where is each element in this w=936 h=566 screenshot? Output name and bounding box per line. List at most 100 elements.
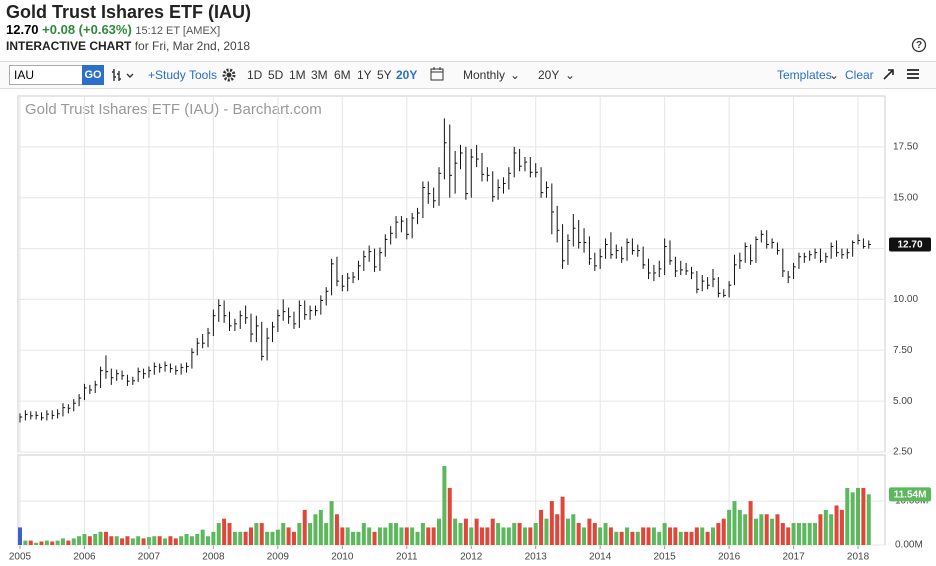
volume-bar (775, 514, 780, 545)
volume-bar (222, 518, 227, 545)
volume-bar (23, 540, 28, 545)
volume-bar (657, 531, 662, 545)
volume-bar (565, 518, 570, 545)
x-tick-label: 2008 (202, 552, 225, 563)
volume-bar (77, 536, 82, 545)
menu-icon[interactable] (906, 67, 920, 81)
study-button[interactable]: +Study (148, 68, 186, 82)
volume-bar (684, 531, 689, 545)
volume-bar (517, 523, 522, 545)
volume-bar (576, 523, 581, 545)
volume-bar (308, 523, 313, 545)
volume-bar (71, 538, 76, 545)
volume-bar (136, 536, 141, 545)
time: 15:12 ET [AMEX] (135, 25, 221, 37)
volume-bar (302, 509, 307, 545)
volume-bar (807, 523, 812, 545)
range-select[interactable]: 20Y (538, 68, 560, 82)
volume-bar (367, 527, 372, 545)
x-tick-label: 2018 (847, 552, 870, 563)
volume-bar (839, 509, 844, 545)
volume-bar (469, 527, 474, 545)
templates-button[interactable]: Templates (777, 68, 832, 82)
period-button[interactable]: 1M (289, 68, 306, 82)
y-tick-label: 15.00 (893, 192, 918, 203)
volume-bar (388, 523, 393, 545)
tools-button[interactable]: Tools (189, 68, 218, 82)
volume-bar (93, 534, 98, 545)
volume-bar (463, 518, 468, 545)
volume-bar (286, 527, 291, 545)
volume-bar (329, 501, 334, 545)
volume-bar (780, 523, 785, 545)
volume-bar (179, 536, 184, 545)
volume-bar (496, 523, 501, 545)
period-button[interactable]: 1D (247, 68, 263, 82)
volume-bar (442, 465, 447, 545)
volume-bar (173, 538, 178, 545)
period-button[interactable]: 20Y (396, 68, 418, 82)
volume-bar (791, 523, 796, 545)
price: 12.70 (6, 22, 39, 37)
volume-bar (479, 527, 484, 545)
volume-bar (453, 518, 458, 545)
volume-bar (18, 527, 22, 545)
volume-bar (544, 518, 549, 545)
volume-bar (383, 527, 388, 545)
volume-bar (705, 531, 710, 545)
x-tick-label: 2010 (331, 552, 354, 563)
volume-bar (598, 527, 603, 545)
volume-bar (404, 527, 409, 545)
go-button[interactable]: GO (82, 65, 104, 85)
volume-bar (120, 538, 125, 545)
x-tick-label: 2015 (654, 552, 677, 563)
volume-bar (646, 527, 651, 545)
volume-bar (206, 536, 211, 545)
clear-button[interactable]: Clear (845, 68, 874, 82)
volume-bar (356, 531, 361, 545)
volume-bar (437, 518, 442, 545)
volume-bar (651, 527, 656, 545)
volume-bar (281, 523, 286, 545)
volume-bar (334, 514, 339, 545)
volume-bar (759, 514, 764, 545)
volume-bar (587, 518, 592, 545)
help-icon[interactable]: ? (911, 37, 927, 53)
volume-bar (813, 523, 818, 545)
y-tick-label: 7.50 (893, 345, 913, 356)
volume-bar (608, 527, 613, 545)
volume-bar (737, 509, 742, 545)
quote: 12.70 +0.08 (+0.63%) 15:12 ET [AMEX] (6, 22, 220, 37)
volume-bar (55, 540, 60, 545)
volume-bar (168, 536, 173, 545)
current-value-badge (889, 237, 931, 252)
chart-type[interactable] (111, 67, 137, 83)
expand-icon[interactable] (882, 67, 896, 81)
volume-bar (673, 527, 678, 545)
period-button[interactable]: 1Y (357, 68, 372, 82)
period-button[interactable]: 5Y (377, 68, 392, 82)
volume-bar (410, 527, 415, 545)
x-tick-label: 2009 (267, 552, 290, 563)
period-button[interactable]: 6M (334, 68, 351, 82)
period-button[interactable]: 3M (311, 68, 328, 82)
volume-bar (829, 514, 834, 545)
volume-bar (114, 536, 119, 545)
volume-bar (796, 523, 801, 545)
volume-bar (850, 492, 855, 545)
period-button[interactable]: 5D (268, 68, 284, 82)
volume-bar (856, 487, 861, 545)
volume-bar (641, 527, 646, 545)
interval-select[interactable]: Monthly (463, 68, 506, 82)
volume-bar (753, 518, 758, 545)
volume-bar (625, 527, 630, 545)
calendar-icon[interactable] (429, 66, 445, 82)
x-tick-label: 2016 (718, 552, 741, 563)
volume-bar (141, 538, 146, 545)
y-tick-label: 5.00 (893, 396, 913, 407)
y-tick-label: 17.50 (893, 141, 918, 152)
settings-icon[interactable] (221, 67, 237, 83)
volume-bar (420, 523, 425, 545)
